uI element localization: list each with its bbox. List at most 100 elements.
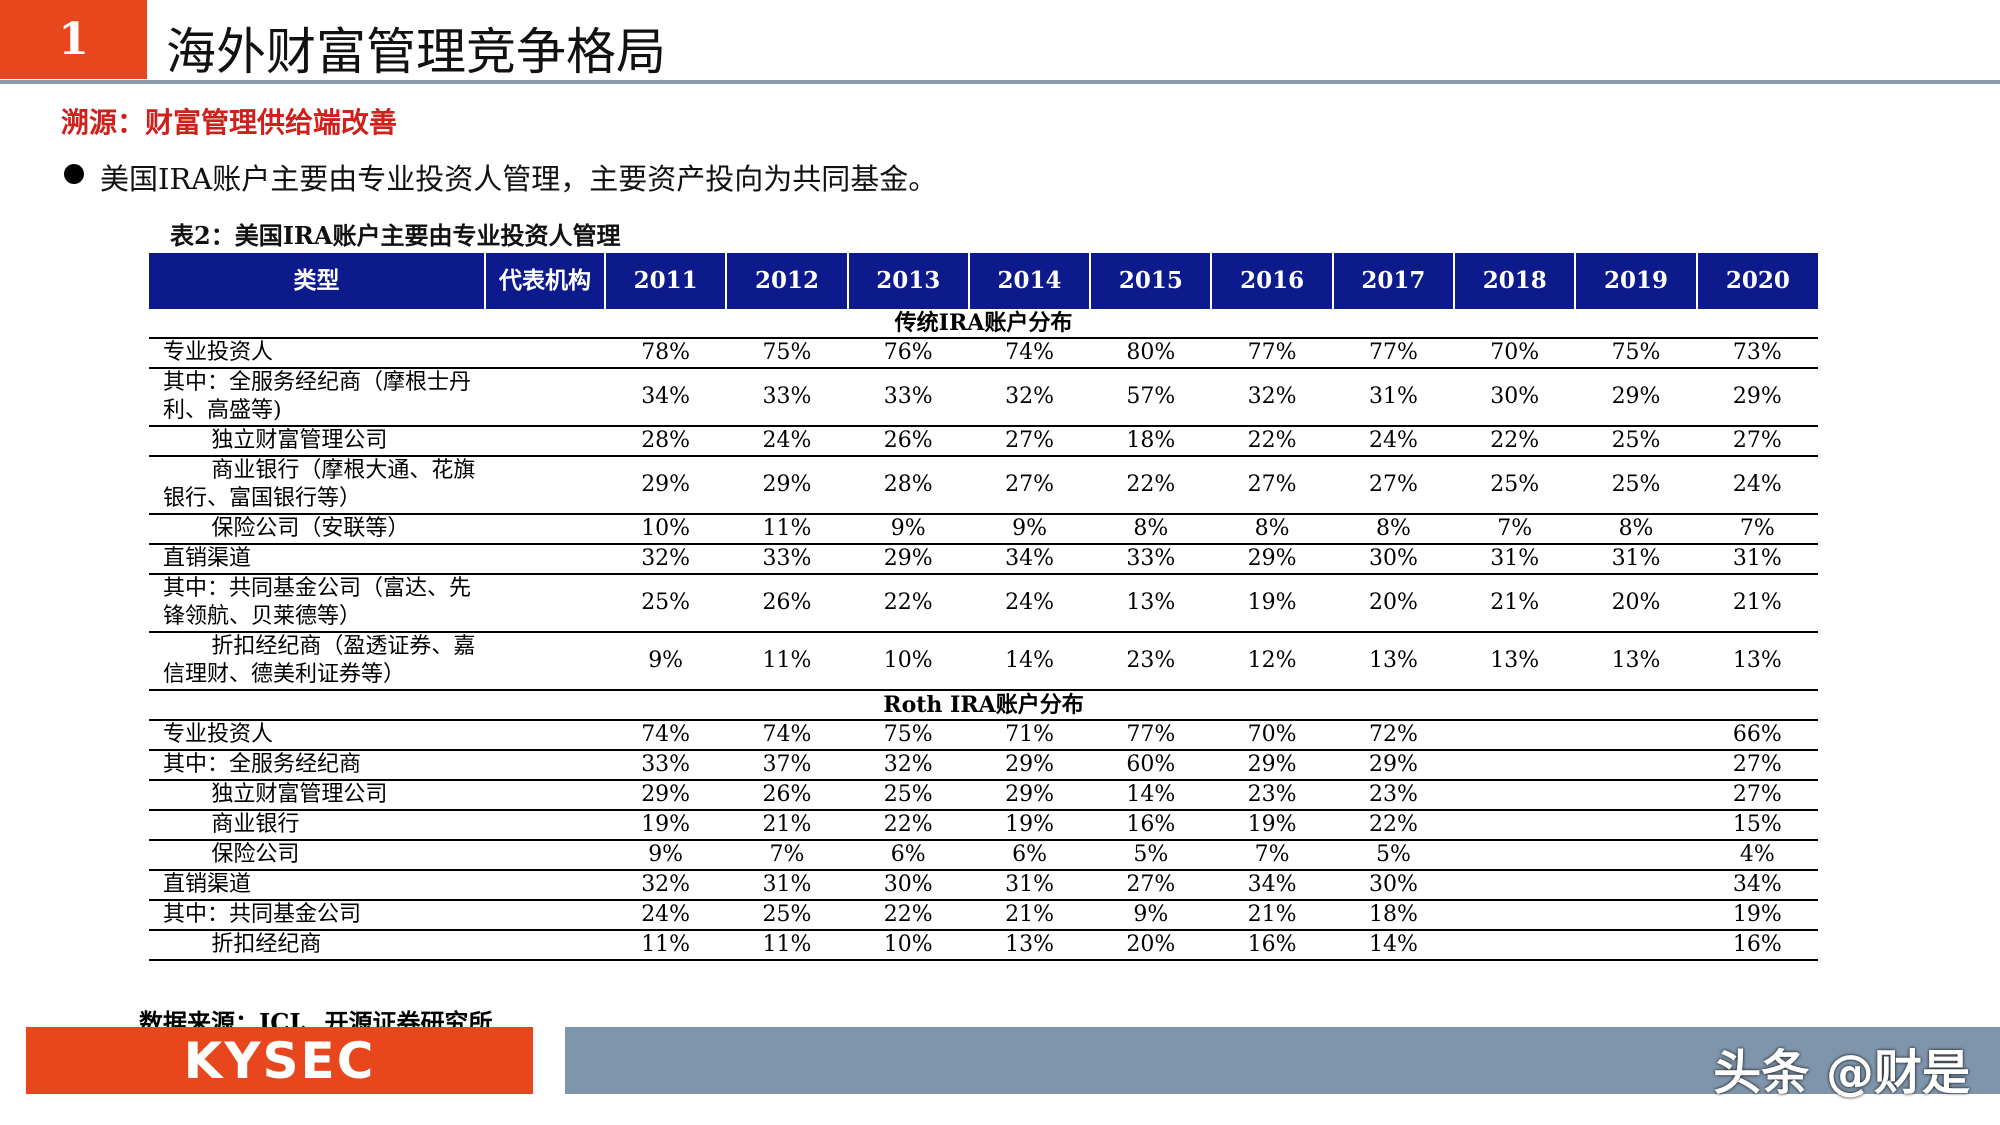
- empty-cell: [485, 780, 605, 811]
- table-cell: 30%: [1332, 544, 1455, 575]
- table-cell: 20%: [1575, 574, 1697, 633]
- table-cell: [1454, 930, 1576, 961]
- table-row: 其中：共同基金公司（富达、先锋领航、贝莱德等） 25% 26% 22% 24% 13% 19…: [149, 574, 1818, 633]
- table-cell: 73%: [1696, 338, 1818, 369]
- table-cell: 37%: [726, 750, 848, 781]
- section-row: 传统IRA账户分布: [149, 309, 1818, 339]
- empty-cell: [485, 574, 605, 633]
- table-row: 直销渠道 32% 33% 29% 34% 33% 29% 30% 31% 31% 31%: [149, 544, 1818, 575]
- table-cell: 22%: [847, 900, 969, 931]
- table-cell: 23%: [1332, 780, 1455, 811]
- column-header: 2012: [725, 253, 848, 309]
- divider: [0, 80, 2000, 84]
- table-cell: 27%: [968, 426, 1091, 457]
- table-cell: 22%: [847, 810, 969, 841]
- empty-cell: [485, 870, 605, 901]
- table-cell: 22%: [1454, 426, 1576, 457]
- table-cell: 32%: [605, 544, 727, 575]
- table-cell: 29%: [1575, 368, 1697, 427]
- table-cell: 27%: [1211, 456, 1333, 515]
- table-cell: 34%: [1211, 870, 1333, 901]
- table-cell: 18%: [1332, 900, 1455, 931]
- table-cell: 29%: [605, 780, 727, 811]
- column-header: 2015: [1089, 253, 1212, 309]
- table-cell: 23%: [1090, 632, 1212, 691]
- empty-cell: [485, 338, 605, 369]
- table-cell: 13%: [968, 930, 1091, 961]
- table-row: 其中：全服务经纪商（摩根士丹利、高盛等) 34% 33% 33% 32% 57% 32% 31…: [149, 368, 1818, 427]
- table-cell: 24%: [726, 426, 848, 457]
- column-header: 代表机构: [484, 253, 605, 309]
- table-cell: 19%: [605, 810, 727, 841]
- table-cell: 29%: [1211, 544, 1333, 575]
- table-cell: 66%: [1696, 720, 1818, 751]
- table-cell: 28%: [847, 456, 969, 515]
- table-cell: 24%: [605, 900, 727, 931]
- table-cell: 4%: [1696, 840, 1818, 871]
- table-cell: 27%: [1696, 750, 1818, 781]
- table-row: 折扣经纪商（盈透证券、嘉信理财、德美利证券等） 9% 11% 10% 14% 23% 12%…: [149, 632, 1818, 691]
- table-cell: 10%: [847, 930, 969, 961]
- table-cell: 5%: [1090, 840, 1212, 871]
- table-cell: [1575, 810, 1697, 841]
- table-cell: [1454, 900, 1576, 931]
- row-label: 商业银行: [149, 810, 485, 841]
- table-cell: 5%: [1332, 840, 1455, 871]
- table-cell: 10%: [605, 514, 727, 545]
- empty-cell: [485, 840, 605, 871]
- column-header: 2013: [846, 253, 969, 309]
- table-cell: 29%: [1211, 750, 1333, 781]
- table-cell: 32%: [605, 870, 727, 901]
- table-row: 商业银行 19% 21% 22% 19% 16% 19% 22% 15%: [149, 810, 1818, 841]
- table-cell: 7%: [1696, 514, 1818, 545]
- row-label: 商业银行（摩根大通、花旗银行、富国银行等）: [149, 456, 485, 515]
- empty-cell: [485, 930, 605, 961]
- table-cell: 22%: [847, 574, 969, 633]
- table-cell: 25%: [1575, 456, 1697, 515]
- table-cell: 21%: [1211, 900, 1333, 931]
- table-cell: 76%: [847, 338, 969, 369]
- table-cell: 33%: [847, 368, 969, 427]
- empty-cell: [485, 514, 605, 545]
- table-cell: 29%: [1332, 750, 1455, 781]
- table-cell: 24%: [1332, 426, 1455, 457]
- table-cell: 8%: [1211, 514, 1333, 545]
- table-cell: [1454, 810, 1576, 841]
- table-row: 保险公司 9% 7% 6% 6% 5% 7% 5% 4%: [149, 840, 1818, 871]
- table-cell: 77%: [1211, 338, 1333, 369]
- table-cell: 29%: [968, 750, 1091, 781]
- table-cell: [1454, 750, 1576, 781]
- table-cell: 70%: [1454, 338, 1576, 369]
- row-label: 折扣经纪商: [149, 930, 485, 961]
- table-cell: [1454, 840, 1576, 871]
- table-caption: 表2：美国IRA账户主要由专业投资人管理: [170, 221, 621, 250]
- table-cell: 77%: [1090, 720, 1212, 751]
- table-cell: 70%: [1211, 720, 1333, 751]
- column-header: 2018: [1453, 253, 1576, 309]
- table-cell: 9%: [968, 514, 1091, 545]
- table-cell: [1575, 720, 1697, 751]
- table-cell: 16%: [1090, 810, 1212, 841]
- table-cell: 13%: [1696, 632, 1818, 691]
- table-cell: 8%: [1332, 514, 1455, 545]
- table-cell: 14%: [1332, 930, 1455, 961]
- table-cell: 21%: [1696, 574, 1818, 633]
- table-cell: 25%: [1454, 456, 1576, 515]
- table-row: 直销渠道 32% 31% 30% 31% 27% 34% 30% 34%: [149, 870, 1818, 901]
- table-cell: [1575, 840, 1697, 871]
- table-cell: 16%: [1211, 930, 1333, 961]
- table-cell: 11%: [726, 632, 848, 691]
- row-label: 其中：共同基金公司（富达、先锋领航、贝莱德等）: [149, 574, 485, 633]
- table-cell: 27%: [1332, 456, 1455, 515]
- section-title: 传统IRA账户分布: [149, 309, 1818, 339]
- table-cell: 57%: [1090, 368, 1212, 427]
- table-row: 其中：全服务经纪商 33% 37% 32% 29% 60% 29% 29% 27%: [149, 750, 1818, 781]
- table-cell: 21%: [968, 900, 1091, 931]
- table-cell: 9%: [605, 840, 727, 871]
- table-cell: 7%: [1454, 514, 1576, 545]
- table-cell: 33%: [726, 368, 848, 427]
- table-row: 保险公司（安联等） 10% 11% 9% 9% 8% 8% 8% 7% 8% 7%: [149, 514, 1818, 545]
- empty-cell: [485, 750, 605, 781]
- table-cell: 74%: [968, 338, 1091, 369]
